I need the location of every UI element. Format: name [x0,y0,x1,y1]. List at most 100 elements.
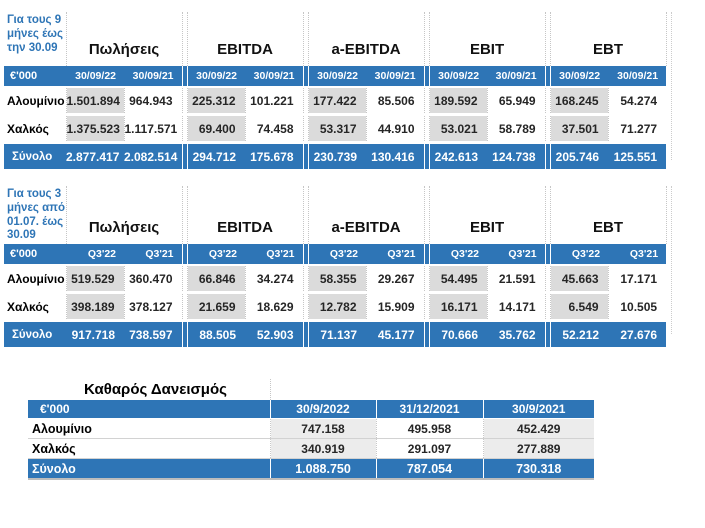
column-gap [302,87,309,116]
group-header-sales: Πωλήσεις [65,186,183,244]
row-label: Αλουμίνιο [28,418,270,439]
column-gap [181,265,188,294]
date-header-row: €'000 Q3'22 Q3'21 Q3'22 Q3'21 Q3'22 Q3'2… [4,244,667,266]
column-gap [302,244,309,266]
total-value: 52.212 [550,320,609,347]
value-cell: 340.919 [269,438,376,459]
total-value: 35.762 [487,320,546,347]
column-gap [423,66,430,88]
date-header: 30/09/21 [608,66,667,88]
group-header-a-ebitda: a-EBITDA [307,12,425,66]
group-header-ebitda: EBITDA [186,12,304,66]
date-header: 30/09/22 [429,66,488,88]
value-cell: 495.958 [375,418,483,439]
date-header: 30/09/21 [487,66,546,88]
value-cell: 44.910 [365,114,425,144]
column-gap [423,244,430,266]
value-cell: 277.889 [482,438,594,459]
total-value: 230.739 [308,142,367,169]
value-cell: 58.355 [308,265,367,294]
value-cell: 53.317 [308,114,367,144]
date-header: 30/09/22 [187,66,246,88]
total-value: 130.416 [366,142,425,169]
value-cell: 519.529 [66,265,124,294]
value-cell: 12.782 [308,292,367,322]
total-value: 205.746 [550,142,609,169]
total-value: 124.738 [487,142,546,169]
value-cell: 17.171 [607,265,667,294]
group-header-row: Για τους 9 μήνες έως την 30.09 Πωλήσεις … [4,12,667,66]
column-gap [544,87,551,116]
date-header: 31/12/2021 [375,400,483,419]
value-cell: 452.429 [482,418,594,439]
value-cell: 65.949 [486,87,546,116]
column-gap [544,142,551,169]
group-header-ebit: EBIT [428,12,546,66]
row-label: Χαλκός [4,114,67,144]
column-gap [302,142,309,169]
column-gap [181,142,188,169]
value-cell: 360.470 [123,265,183,294]
date-header: Q3'21 [608,244,667,266]
table-row-copper: Χαλκός 398.189 378.127 21.659 18.629 12.… [4,292,667,322]
total-value: 917.718 [66,320,124,347]
column-gap [302,66,309,88]
value-cell: 6.549 [550,292,609,322]
total-value: 294.712 [187,142,246,169]
value-cell: 1.375.523 [66,114,124,144]
date-header: 30/09/21 [245,66,304,88]
value-cell: 378.127 [123,292,183,322]
value-cell: 1.117.571 [123,114,183,144]
value-cell: 21.659 [187,292,246,322]
column-gap [423,292,430,322]
table-3-months: Για τους 3 μήνες από 01.07. έως 30.09 Πω… [4,186,667,347]
table-row-aluminium: Αλουμίνιο 1.501.894 964.943 225.312 101.… [4,87,667,116]
total-value: 1.088.750 [269,458,376,480]
value-cell: 225.312 [187,87,246,116]
group-header-ebt: EBT [549,186,667,244]
value-cell: 58.789 [486,114,546,144]
column-gap [423,142,430,169]
total-value: 45.177 [366,320,425,347]
value-cell: 101.221 [244,87,304,116]
date-header: 30/9/2022 [269,400,376,419]
group-header-row: Για τους 3 μήνες από 01.07. έως 30.09 Πω… [4,186,667,244]
total-value: 71.137 [308,320,367,347]
date-header: Q3'21 [124,244,183,266]
column-gap [544,66,551,88]
total-value: 787.054 [375,458,483,480]
period-label: Για τους 9 μήνες έως την 30.09 [4,12,67,66]
date-header: Q3'22 [308,244,367,266]
date-header-row: €'000 30/09/22 30/09/21 30/09/22 30/09/2… [4,66,667,88]
table-row-copper: Χαλκός 1.375.523 1.117.571 69.400 74.458… [4,114,667,144]
total-value: 730.318 [482,458,594,480]
unit-label: €'000 [4,66,66,88]
value-cell: 15.909 [365,292,425,322]
column-gap [423,265,430,294]
table-row-copper: Χαλκός 340.919 291.097 277.889 [28,438,594,459]
column-gap [181,114,188,144]
value-cell: 34.274 [244,265,304,294]
date-header: Q3'22 [66,244,124,266]
date-header: Q3'21 [366,244,425,266]
gridline-artifact [671,12,672,160]
column-gap [423,87,430,116]
value-cell: 398.189 [66,292,124,322]
table-row-aluminium: Αλουμίνιο 519.529 360.470 66.846 34.274 … [4,265,667,294]
row-label: Αλουμίνιο [4,265,67,294]
total-value: 125.551 [608,142,667,169]
group-header-a-ebitda: a-EBITDA [307,186,425,244]
value-cell: 964.943 [123,87,183,116]
value-cell: 53.021 [429,114,488,144]
value-cell: 29.267 [365,265,425,294]
date-header: Q3'22 [429,244,488,266]
column-gap [302,114,309,144]
spacer [483,379,594,400]
value-cell: 291.097 [375,438,483,459]
value-cell: 54.495 [429,265,488,294]
group-header-sales: Πωλήσεις [65,12,183,66]
value-cell: 45.663 [550,265,609,294]
total-value: 52.903 [245,320,304,347]
total-value: 175.678 [245,142,304,169]
